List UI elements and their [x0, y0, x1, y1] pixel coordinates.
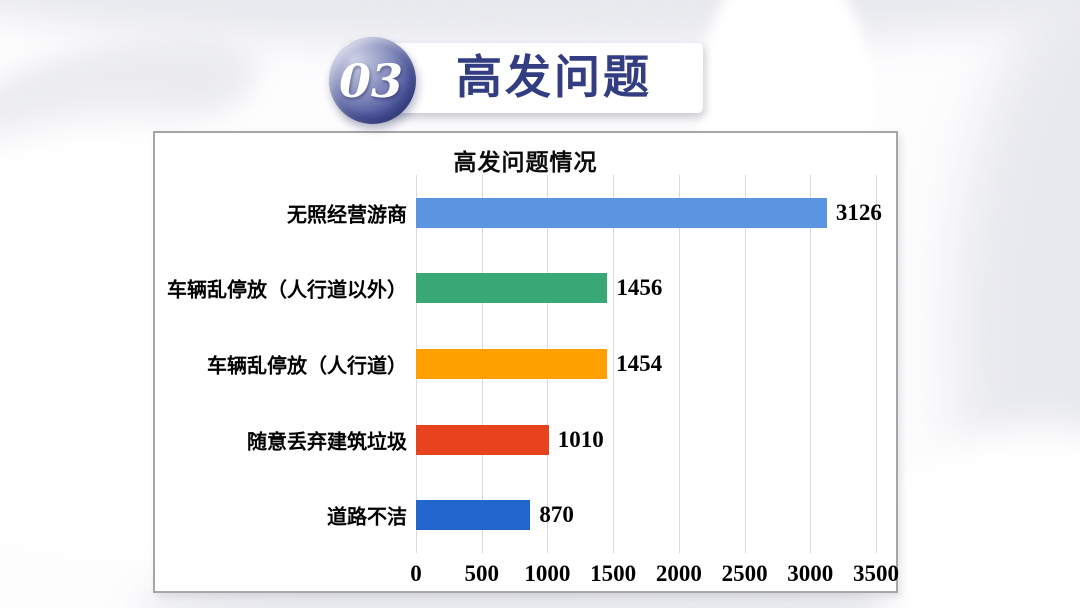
- category-label: 道路不洁: [327, 506, 407, 529]
- bar: [416, 348, 608, 379]
- value-label: 3126: [835, 199, 882, 225]
- background-blob: [875, 425, 1080, 608]
- chart-panel: 高发问题情况 无照经营游商 3126 车辆乱停放（人行道以外） 1456 车辆乱停放（人…: [153, 131, 899, 593]
- bar-row: 随意丢弃建筑垃圾 1010: [247, 402, 876, 478]
- x-tick-label: 1000: [524, 561, 571, 586]
- gridline: [810, 175, 812, 553]
- plot-area: 无照经营游商 3126 车辆乱停放（人行道以外） 1456 车辆乱停放（人行道） 1454…: [167, 175, 882, 553]
- x-tick-label: 0: [410, 561, 422, 586]
- x-tick-label: 3500: [853, 561, 899, 586]
- bar-row: 无照经营游商 3126: [287, 175, 882, 251]
- bar: [416, 500, 531, 531]
- value-label: 1454: [616, 350, 663, 376]
- gridline: [876, 175, 877, 553]
- bar-row: 道路不洁 870: [327, 477, 876, 553]
- background-blob: [0, 0, 1080, 46]
- category-label: 随意丢弃建筑垃圾: [247, 431, 407, 454]
- category-label: 无照经营游商: [287, 204, 407, 227]
- gridline: [744, 175, 746, 553]
- bar: [416, 273, 608, 304]
- bar: [416, 197, 827, 228]
- section-title: 高发问题: [456, 51, 652, 103]
- bar-row: 车辆乱停放（人行道） 1454: [207, 326, 876, 402]
- x-tick-label: 1500: [590, 561, 637, 586]
- bar-row: 车辆乱停放（人行道以外） 1456: [167, 251, 876, 327]
- section-number: 03: [338, 53, 403, 108]
- gridline: [613, 175, 615, 553]
- background-blob: [955, 0, 1080, 608]
- section-number-badge: 03: [329, 37, 416, 124]
- x-tick-label: 2500: [721, 561, 768, 586]
- bar-rows: 无照经营游商 3126 车辆乱停放（人行道以外） 1456 车辆乱停放（人行道） 1454…: [167, 175, 882, 553]
- value-label: 1456: [616, 275, 663, 301]
- x-tick-label: 3000: [787, 561, 834, 586]
- gridline: [678, 175, 680, 553]
- x-tick-label: 2000: [655, 561, 702, 586]
- x-tick-label: 500: [464, 561, 499, 586]
- value-label: 870: [539, 502, 574, 528]
- chart-title: 高发问题情况: [453, 149, 598, 175]
- value-label: 1010: [557, 426, 604, 452]
- category-label: 车辆乱停放（人行道）: [207, 355, 407, 378]
- bar: [416, 424, 549, 455]
- x-axis: 0 500 1000 1500 2000 2500 3000 3500: [410, 561, 899, 589]
- category-label: 车辆乱停放（人行道以外）: [167, 279, 407, 302]
